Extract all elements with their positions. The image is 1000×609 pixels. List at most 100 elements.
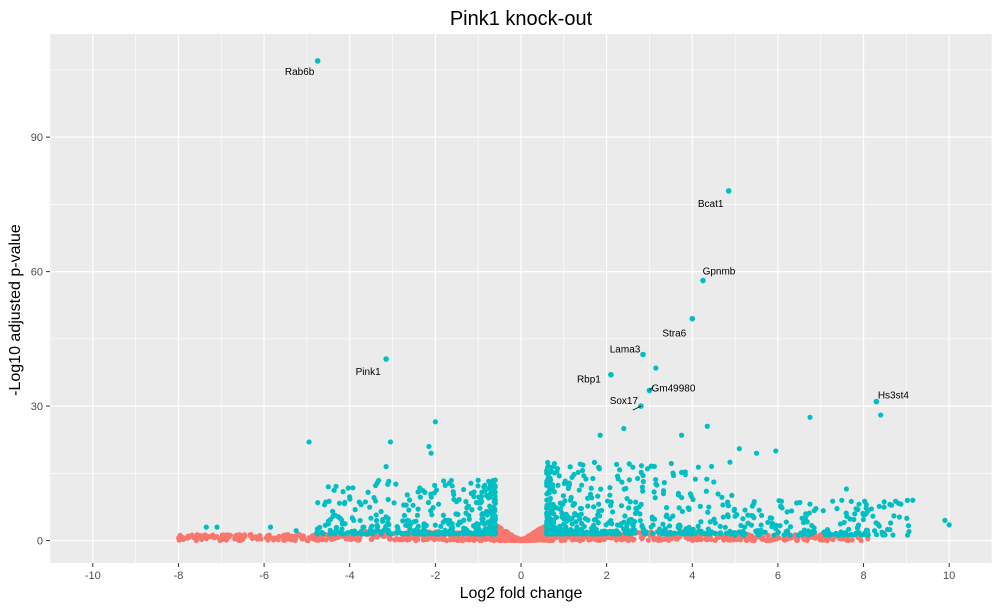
significant-point <box>651 489 657 495</box>
significant-point <box>430 505 436 511</box>
gene-label-hs3st4: Hs3st4 <box>878 391 910 402</box>
significant-point <box>722 524 728 530</box>
nonsignificant-point <box>674 536 680 542</box>
significant-point <box>648 463 654 469</box>
significant-point <box>325 518 332 524</box>
significant-point <box>787 532 793 538</box>
significant-point <box>640 472 646 479</box>
significant-point <box>652 495 658 501</box>
significant-point <box>544 514 551 520</box>
nonsignificant-point <box>272 535 278 541</box>
significant-point <box>551 489 558 495</box>
nonsignificant-point <box>284 532 290 539</box>
significant-point <box>653 365 659 371</box>
significant-point <box>369 528 375 535</box>
labeled-point-lama3 <box>640 351 646 358</box>
significant-point <box>550 517 557 523</box>
significant-point <box>942 517 948 524</box>
significant-point <box>550 523 556 529</box>
nonsignificant-point <box>392 537 398 543</box>
nonsignificant-point <box>509 537 515 543</box>
significant-point <box>578 511 584 517</box>
significant-point <box>704 476 710 482</box>
significant-point <box>560 493 567 499</box>
significant-point <box>479 512 485 518</box>
x-tick-label: 6 <box>775 570 781 582</box>
significant-point <box>633 499 639 505</box>
significant-point <box>447 531 453 537</box>
y-tick-label: 0 <box>37 536 43 548</box>
nonsignificant-point <box>691 537 697 543</box>
significant-point <box>621 486 627 492</box>
nonsignificant-point <box>531 537 537 544</box>
significant-point <box>579 482 585 488</box>
y-tick-label: 90 <box>31 132 43 144</box>
nonsignificant-point <box>638 534 644 541</box>
significant-point <box>427 530 434 536</box>
significant-point <box>426 443 432 450</box>
significant-point <box>577 461 583 467</box>
significant-point <box>578 520 585 526</box>
significant-point <box>461 530 467 537</box>
significant-point <box>473 499 479 506</box>
significant-point <box>468 480 474 486</box>
x-tick-label: -8 <box>174 570 184 582</box>
y-tick-label: 30 <box>31 401 43 413</box>
significant-point <box>650 530 656 537</box>
significant-point <box>904 515 910 521</box>
significant-point <box>660 521 666 527</box>
significant-point <box>758 527 764 533</box>
significant-point <box>704 423 710 429</box>
significant-point <box>779 505 785 511</box>
significant-point <box>451 491 457 498</box>
y-axis-title: -Log10 adjusted p-value <box>7 224 24 396</box>
nonsignificant-point <box>810 535 817 541</box>
significant-point <box>686 506 692 513</box>
significant-point <box>478 493 485 500</box>
significant-point <box>314 526 320 532</box>
nonsignificant-point <box>645 537 651 543</box>
significant-point <box>489 482 495 489</box>
y-tick-label: 60 <box>31 267 43 279</box>
significant-point <box>622 530 628 536</box>
significant-point <box>777 523 783 529</box>
significant-point <box>853 506 859 512</box>
significant-point <box>378 531 385 537</box>
significant-point <box>360 524 366 530</box>
significant-point <box>627 499 633 505</box>
significant-point <box>577 505 584 512</box>
significant-point <box>479 516 485 522</box>
significant-point <box>560 531 566 537</box>
significant-point <box>400 518 406 524</box>
significant-point <box>731 507 737 514</box>
significant-point <box>703 488 709 494</box>
significant-point <box>707 519 713 525</box>
significant-point <box>715 491 721 497</box>
significant-point <box>890 532 896 538</box>
significant-point <box>745 512 751 518</box>
significant-point <box>686 524 692 530</box>
significant-point <box>569 521 575 527</box>
significant-point <box>561 526 567 533</box>
nonsignificant-point <box>214 534 220 540</box>
x-tick-label: -10 <box>85 570 101 582</box>
significant-point <box>329 508 336 514</box>
significant-point <box>728 530 734 536</box>
significant-point <box>585 503 591 509</box>
significant-point <box>617 467 623 473</box>
significant-point <box>575 469 581 475</box>
significant-point <box>649 514 655 520</box>
significant-point <box>705 526 711 532</box>
significant-point <box>544 522 550 528</box>
significant-point <box>491 487 497 493</box>
significant-point <box>773 522 779 528</box>
nonsignificant-point <box>747 535 753 541</box>
significant-point <box>618 503 625 509</box>
significant-point <box>624 495 630 502</box>
labeled-point-bcat1 <box>725 188 732 194</box>
nonsignificant-point <box>194 532 200 538</box>
significant-point <box>607 492 613 498</box>
significant-point <box>438 523 444 529</box>
significant-point <box>412 527 419 533</box>
